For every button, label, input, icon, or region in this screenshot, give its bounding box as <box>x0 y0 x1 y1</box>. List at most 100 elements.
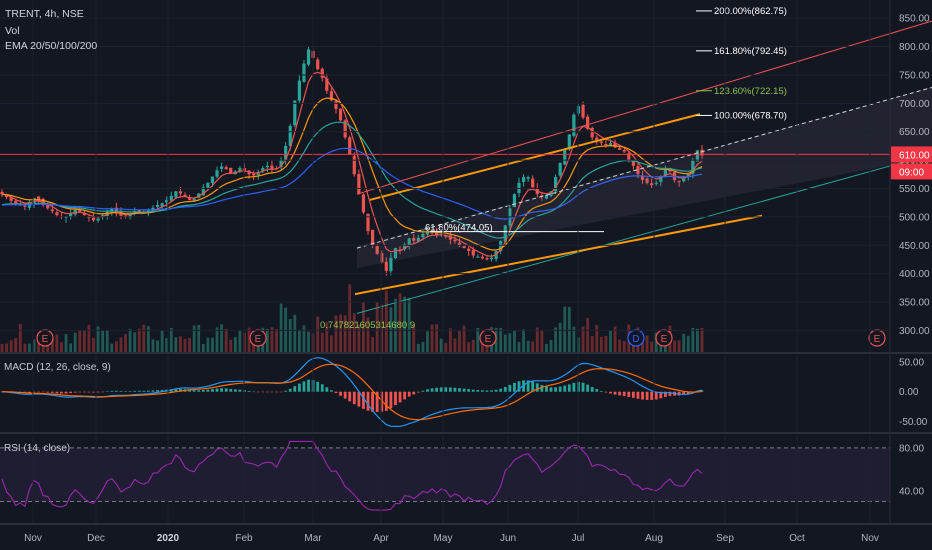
macd-bar <box>682 391 686 395</box>
time-tick-label: Jun <box>500 533 516 544</box>
volume-legend[interactable]: Vol <box>5 25 20 37</box>
macd-bar <box>499 388 503 392</box>
volume-bar <box>50 338 54 352</box>
volume-bar <box>0 343 4 352</box>
volume-bar <box>160 330 164 352</box>
macd-legend[interactable]: MACD (12, 26, close, 9) <box>4 362 111 373</box>
candle-body <box>521 177 526 182</box>
macd-bar <box>531 381 535 392</box>
volume-bar <box>691 327 695 352</box>
price-tick-label: 750.00 <box>899 70 930 81</box>
macd-tick-label: 50.00 <box>899 358 924 369</box>
orange-resistance-line <box>369 113 701 201</box>
rsi-legend[interactable]: RSI (14, close) <box>4 443 71 454</box>
volume-bar <box>426 331 429 352</box>
macd-bar <box>535 383 539 392</box>
candle-body <box>82 212 86 216</box>
macd-bar <box>380 391 384 412</box>
symbol-legend[interactable]: TRENT, 4h, NSE <box>5 8 84 20</box>
macd-bar <box>82 391 86 393</box>
candle-body <box>23 205 27 207</box>
candle-body <box>123 215 128 217</box>
volume-bar <box>101 330 105 352</box>
fib-levels: 200.00%(862.75) 161.80%(792.45) 123.60%(72… <box>425 6 787 234</box>
candle-body <box>695 150 700 162</box>
macd-bar <box>581 382 585 392</box>
volume-bar <box>316 316 320 352</box>
macd-bar <box>462 388 466 392</box>
candle-body <box>50 209 54 212</box>
macd-bar <box>174 388 178 392</box>
rsi-tick-label: 80.00 <box>899 443 924 454</box>
macd-panel[interactable] <box>0 357 704 428</box>
volume-bar <box>114 341 118 352</box>
rsi-panel[interactable] <box>0 440 890 511</box>
volume-bar <box>60 342 63 352</box>
ema-100-line <box>1 121 703 239</box>
rsi-tick-label: 40.00 <box>899 486 924 497</box>
macd-bar <box>233 389 237 392</box>
macd-bar <box>650 391 654 400</box>
volume-bar <box>96 326 100 352</box>
candle-body <box>503 225 507 243</box>
volume-bar <box>73 332 77 352</box>
macd-bar <box>567 384 571 392</box>
volume-bar <box>343 315 347 352</box>
candle-body <box>187 197 192 200</box>
macd-bar <box>101 391 105 393</box>
volume-bar <box>293 314 297 352</box>
candle-body <box>595 137 599 141</box>
candle-body <box>586 116 590 129</box>
candle-body <box>650 183 654 186</box>
candle-body <box>604 144 608 146</box>
macd-bar <box>700 390 704 392</box>
price-tick-label: 800.00 <box>899 42 930 53</box>
candle-body <box>622 150 626 152</box>
price-panel[interactable]: 200.00%(862.75) 161.80%(792.45) 123.60%(72… <box>0 6 932 352</box>
candle-body <box>636 166 640 175</box>
macd-bar <box>371 391 374 412</box>
volume-bar <box>137 328 141 352</box>
candle-body <box>178 191 183 194</box>
macd-bar <box>188 389 191 392</box>
ema-legend[interactable]: EMA 20/50/100/200 <box>5 40 98 52</box>
volume-bar <box>549 339 553 352</box>
volume-bar <box>279 303 283 352</box>
candle-body <box>480 256 484 259</box>
volume-bar <box>686 335 690 352</box>
candle-body <box>485 258 489 260</box>
candle-body <box>682 178 686 182</box>
macd-bar <box>503 386 507 392</box>
volume-bar <box>28 343 31 352</box>
volume-bar <box>151 339 155 352</box>
volume-bar <box>156 340 159 352</box>
volume-bar <box>435 324 439 352</box>
candle-body <box>375 246 379 254</box>
macd-bar <box>307 379 310 392</box>
volume-bar <box>700 328 704 352</box>
macd-bar <box>458 388 461 392</box>
event-marker-label: D <box>632 334 639 345</box>
candle-body <box>325 78 329 91</box>
macd-bar <box>540 385 544 392</box>
volume-bar <box>453 338 457 352</box>
candle-body <box>640 175 645 180</box>
candle-body <box>252 173 256 176</box>
volume-bar <box>375 301 379 352</box>
volume-bar <box>297 329 301 352</box>
price-tick-label: 850.00 <box>899 14 930 25</box>
macd-bar <box>384 391 388 411</box>
candle-body <box>380 252 384 263</box>
candle-body <box>448 235 452 240</box>
candle-body <box>370 229 375 246</box>
volume-bar <box>275 329 278 352</box>
volume-bar <box>215 327 219 352</box>
macd-bar <box>549 387 553 392</box>
candle-body <box>618 147 622 150</box>
candle-body <box>210 176 215 184</box>
macd-bar <box>96 391 100 393</box>
price-tag-label: 610.00 <box>899 150 930 161</box>
macd-bar <box>256 391 260 393</box>
volume-bar <box>554 327 557 352</box>
